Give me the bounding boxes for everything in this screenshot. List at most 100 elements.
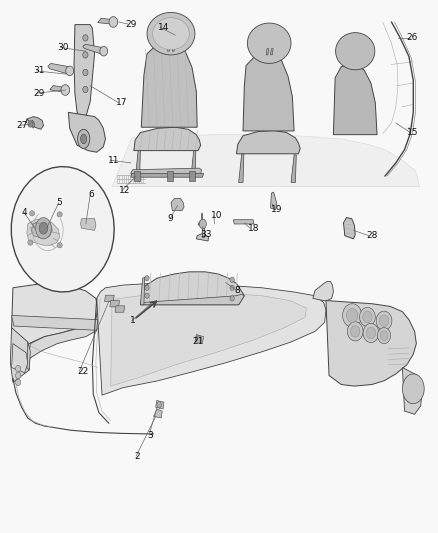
Polygon shape	[195, 336, 201, 343]
Polygon shape	[26, 117, 43, 130]
Text: 3: 3	[147, 431, 153, 440]
Polygon shape	[29, 211, 35, 216]
Polygon shape	[28, 320, 98, 360]
Text: 19: 19	[272, 205, 283, 214]
Polygon shape	[145, 285, 149, 290]
Polygon shape	[271, 192, 277, 209]
Polygon shape	[134, 171, 140, 181]
Polygon shape	[83, 52, 88, 58]
Polygon shape	[380, 331, 388, 341]
Polygon shape	[239, 154, 244, 182]
Text: 6: 6	[88, 190, 94, 199]
Polygon shape	[115, 306, 125, 312]
Polygon shape	[35, 217, 51, 239]
Text: 9: 9	[167, 214, 173, 223]
Polygon shape	[105, 295, 114, 302]
Polygon shape	[12, 344, 28, 373]
Polygon shape	[201, 224, 204, 237]
Polygon shape	[12, 316, 98, 330]
Polygon shape	[326, 301, 417, 386]
Text: 14: 14	[158, 23, 169, 32]
Text: 12: 12	[120, 186, 131, 195]
Polygon shape	[346, 309, 358, 322]
Polygon shape	[247, 23, 291, 63]
Polygon shape	[98, 18, 115, 24]
Polygon shape	[167, 171, 173, 181]
Polygon shape	[15, 372, 21, 378]
Polygon shape	[155, 400, 164, 409]
Polygon shape	[147, 12, 195, 55]
Polygon shape	[376, 311, 392, 330]
Polygon shape	[131, 168, 201, 175]
Polygon shape	[243, 52, 294, 131]
Polygon shape	[189, 171, 194, 181]
Polygon shape	[27, 219, 60, 245]
Polygon shape	[266, 49, 269, 55]
Polygon shape	[336, 33, 375, 70]
Polygon shape	[15, 379, 21, 385]
Polygon shape	[333, 64, 377, 135]
Text: 11: 11	[108, 156, 119, 165]
Text: 1: 1	[130, 316, 135, 325]
Text: 18: 18	[248, 224, 259, 233]
Polygon shape	[199, 219, 206, 229]
Polygon shape	[100, 46, 108, 56]
Polygon shape	[50, 85, 67, 92]
Polygon shape	[109, 17, 118, 27]
Polygon shape	[291, 155, 296, 182]
Polygon shape	[31, 220, 52, 239]
Polygon shape	[172, 44, 175, 51]
Text: 30: 30	[57, 43, 69, 52]
Polygon shape	[39, 222, 48, 234]
Text: 2: 2	[134, 452, 139, 461]
Polygon shape	[230, 277, 234, 282]
Polygon shape	[347, 322, 363, 341]
Polygon shape	[48, 63, 71, 74]
Polygon shape	[111, 293, 306, 386]
Polygon shape	[11, 328, 30, 382]
Polygon shape	[157, 401, 161, 408]
Polygon shape	[195, 335, 204, 343]
Text: 22: 22	[77, 367, 88, 376]
Polygon shape	[145, 276, 149, 281]
Text: 31: 31	[33, 67, 45, 75]
Polygon shape	[66, 66, 74, 76]
Polygon shape	[141, 41, 197, 127]
Polygon shape	[171, 198, 184, 211]
Text: 33: 33	[200, 230, 211, 239]
Polygon shape	[233, 220, 254, 224]
Polygon shape	[237, 131, 300, 154]
Text: 15: 15	[407, 128, 418, 137]
Polygon shape	[153, 18, 189, 50]
Polygon shape	[78, 130, 90, 149]
Polygon shape	[196, 233, 208, 241]
Polygon shape	[271, 49, 273, 55]
Polygon shape	[135, 150, 141, 180]
Text: 21: 21	[193, 337, 204, 346]
Polygon shape	[131, 173, 204, 177]
Polygon shape	[97, 284, 326, 395]
Polygon shape	[230, 296, 234, 301]
Polygon shape	[363, 324, 379, 343]
Text: 29: 29	[33, 88, 45, 98]
Polygon shape	[343, 217, 355, 239]
Polygon shape	[57, 243, 62, 248]
Polygon shape	[112, 135, 420, 187]
Polygon shape	[83, 86, 88, 93]
Text: 8: 8	[234, 286, 240, 295]
Polygon shape	[313, 281, 333, 301]
Polygon shape	[61, 85, 70, 95]
Polygon shape	[350, 326, 360, 337]
Text: 4: 4	[21, 208, 27, 217]
Polygon shape	[11, 167, 114, 292]
Polygon shape	[167, 44, 170, 51]
Polygon shape	[83, 44, 104, 54]
Polygon shape	[28, 240, 33, 245]
Text: 29: 29	[125, 20, 137, 29]
Polygon shape	[68, 112, 106, 152]
Polygon shape	[366, 327, 376, 338]
Polygon shape	[201, 213, 202, 222]
Text: 27: 27	[16, 121, 27, 130]
Text: 10: 10	[211, 212, 223, 221]
Polygon shape	[403, 368, 422, 414]
